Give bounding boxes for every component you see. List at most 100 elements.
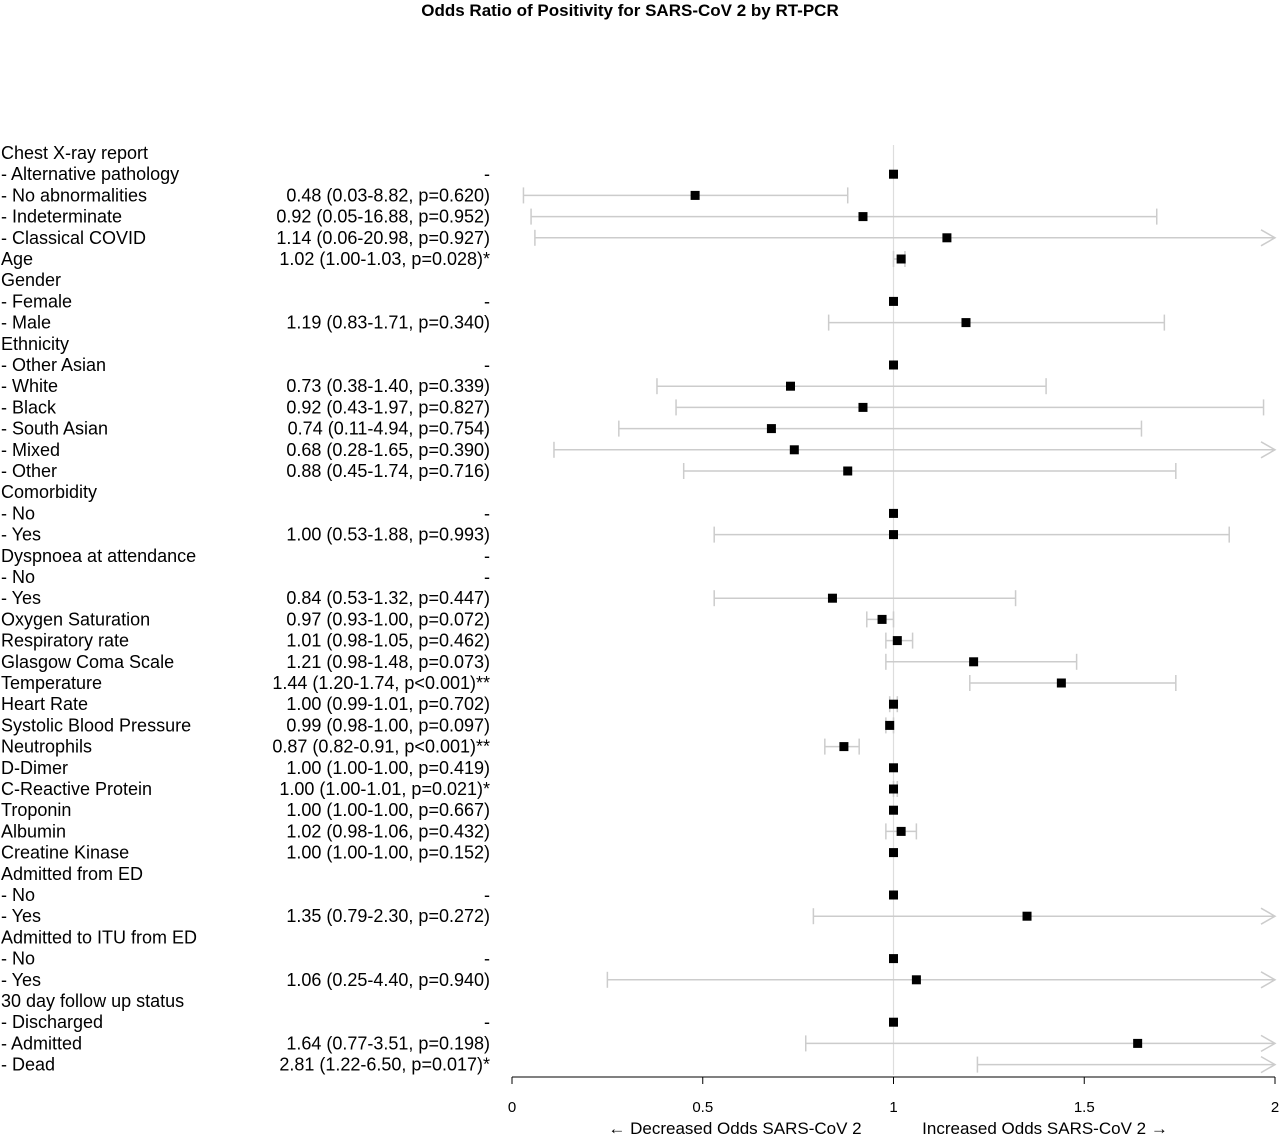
row-statistic: 1.00 (1.00-1.00, p=0.152) [286,843,490,863]
row-label: - Admitted [1,1033,82,1053]
marks-layer [522,145,1277,1075]
point-estimate [889,360,898,370]
row-statistic: 1.64 (0.77-3.51, p=0.198) [286,1033,490,1053]
point-estimate [889,848,898,858]
row-label: - Classical COVID [1,228,146,248]
increased-odds-note: Increased Odds SARS-CoV 2 → [922,1119,1168,1137]
point-estimate [889,699,898,709]
row-label: - Yes [1,906,41,926]
row-label: - Mixed [1,440,60,460]
row-statistic: 1.02 (0.98-1.06, p=0.432) [286,821,490,841]
point-estimate [889,169,898,179]
point-estimate [889,296,898,306]
row-label: - Other [1,461,57,481]
point-estimate [889,784,898,794]
ci-arrow-high [1260,1055,1277,1074]
point-estimate [1022,911,1032,921]
row-statistic: 1.19 (0.83-1.71, p=0.340) [286,313,490,333]
point-estimate [889,805,898,815]
point-estimate [896,826,906,836]
row-statistic: 0.84 (0.53-1.32, p=0.447) [286,588,490,608]
row-statistic: 0.99 (0.98-1.00, p=0.097) [286,715,490,735]
x-tick-label: 2 [1271,1099,1279,1116]
row-label: Glasgow Coma Scale [1,652,174,672]
row-statistic: 0.92 (0.43-1.97, p=0.827) [286,397,490,417]
row-label: - Dead [1,1055,55,1075]
point-estimate [1133,1038,1143,1048]
decreased-odds-note: ← Decreased Odds SARS-CoV 2 [608,1119,861,1137]
x-tick-label: 1 [889,1099,897,1116]
row-statistic: - [484,949,490,969]
row-statistic: 0.97 (0.93-1.00, p=0.072) [286,609,490,629]
row-label: D-Dimer [1,758,68,778]
row-label: Admitted from ED [1,864,143,884]
point-estimate [892,636,902,646]
point-estimate [839,742,849,752]
row-statistic: 1.00 (1.00-1.01, p=0.021)* [279,779,490,799]
row-label: Gender [1,270,61,290]
point-estimate [896,254,906,264]
point-estimate [889,954,898,964]
point-estimate [885,720,895,730]
row-label: - Discharged [1,1012,103,1032]
point-estimate [690,190,700,200]
row-label: - No [1,885,35,905]
point-estimate [827,593,837,603]
point-estimate [969,657,979,667]
row-label: 30 day follow up status [1,991,184,1011]
row-label: Ethnicity [1,334,69,354]
row-label: - No [1,949,35,969]
row-statistic: 1.00 (1.00-1.00, p=0.419) [286,758,490,778]
chart-title: Odds Ratio of Positivity for SARS-CoV 2 … [421,1,838,20]
row-statistic: - [484,355,490,375]
row-label: - Indeterminate [1,207,122,227]
row-label: - No [1,567,35,587]
row-label: Temperature [1,673,102,693]
point-estimate [961,318,971,328]
row-statistic: 1.00 (0.53-1.88, p=0.993) [286,525,490,545]
point-estimate [889,508,898,518]
point-estimate [858,402,868,412]
row-label: Troponin [1,800,71,820]
row-statistic: 1.21 (0.98-1.48, p=0.073) [286,652,490,672]
row-statistic: - [484,1012,490,1032]
ci-arrow-high [1260,907,1277,925]
point-estimate [877,614,887,624]
row-label: Albumin [1,821,66,841]
row-label: Comorbidity [1,482,97,502]
row-label: Creatine Kinase [1,843,129,863]
point-estimate [889,763,898,773]
row-label: - Other Asian [1,355,106,375]
row-label: Systolic Blood Pressure [1,715,191,735]
row-label: Dyspnoea at attendance [1,546,196,566]
row-statistic: 0.68 (0.28-1.65, p=0.390) [286,440,490,460]
row-statistic: 1.35 (0.79-2.30, p=0.272) [286,906,490,926]
row-label: - Yes [1,970,41,990]
point-estimate [858,212,868,222]
row-label: - No abnormalities [1,185,147,205]
row-statistic: - [484,291,490,311]
row-statistic: 1.44 (1.20-1.74, p<0.001)** [272,673,490,693]
point-estimate [766,424,776,434]
row-statistic: 0.87 (0.82-0.91, p<0.001)** [272,737,490,757]
row-label: - Female [1,291,72,311]
row-label: Heart Rate [1,694,88,714]
point-estimate [1056,678,1066,688]
point-estimate [785,381,795,391]
row-label: - Male [1,313,51,333]
row-statistic: 1.00 (1.00-1.00, p=0.667) [286,800,490,820]
row-label: - Black [1,397,57,417]
ci-arrow-high [1260,971,1277,989]
point-estimate [889,1017,898,1027]
ci-arrow-high [1260,229,1277,247]
ci-arrow-high [1260,1034,1277,1053]
row-label: - Yes [1,525,41,545]
row-statistic: - [484,885,490,905]
row-label: - Yes [1,588,41,608]
row-statistic: 1.14 (0.06-20.98, p=0.927) [276,228,490,248]
point-estimate [789,445,799,455]
row-label: - South Asian [1,419,108,439]
row-statistic: 1.01 (0.98-1.05, p=0.462) [286,631,490,651]
point-estimate [843,466,853,476]
